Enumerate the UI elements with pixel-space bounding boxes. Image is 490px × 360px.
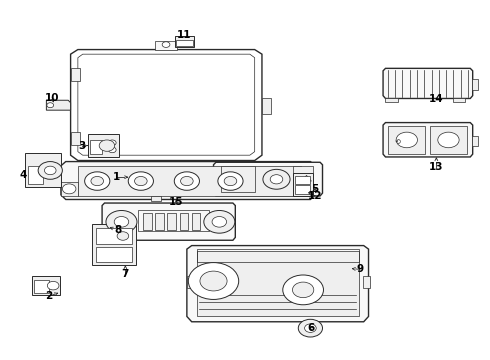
Polygon shape (214, 162, 322, 196)
Polygon shape (102, 203, 235, 240)
Polygon shape (383, 68, 473, 99)
Text: 11: 11 (177, 30, 192, 40)
Text: 2: 2 (45, 291, 52, 301)
Circle shape (396, 132, 417, 148)
Circle shape (212, 216, 226, 227)
Bar (155, 213, 164, 230)
Text: 10: 10 (45, 93, 59, 103)
Circle shape (204, 211, 235, 233)
Bar (472, 136, 478, 146)
Circle shape (108, 147, 116, 153)
Text: 1: 1 (113, 172, 120, 182)
Circle shape (99, 140, 115, 151)
Bar (88, 134, 119, 157)
Text: 6: 6 (308, 323, 315, 333)
Bar (28, 166, 43, 184)
Circle shape (293, 282, 314, 298)
Text: 14: 14 (429, 94, 443, 104)
Circle shape (263, 169, 290, 189)
Circle shape (305, 324, 316, 332)
Circle shape (85, 172, 110, 190)
Bar (138, 210, 209, 231)
Text: 12: 12 (308, 191, 322, 201)
Text: 7: 7 (122, 269, 129, 279)
Circle shape (174, 172, 199, 190)
Circle shape (128, 172, 153, 190)
Bar (294, 166, 313, 196)
Text: 8: 8 (114, 225, 121, 235)
Circle shape (438, 132, 459, 148)
Polygon shape (383, 123, 473, 157)
Circle shape (162, 42, 170, 48)
Bar (294, 173, 313, 196)
Text: 3: 3 (78, 141, 85, 150)
Bar (90, 140, 102, 154)
Circle shape (38, 162, 62, 179)
Bar (71, 68, 80, 81)
Bar (175, 36, 194, 47)
Bar (34, 280, 49, 293)
Circle shape (91, 176, 103, 186)
Bar (221, 166, 255, 192)
Bar (176, 40, 193, 46)
Bar (295, 185, 310, 194)
Bar (430, 126, 467, 154)
Text: 13: 13 (429, 162, 443, 171)
Bar (386, 98, 397, 102)
Bar (363, 276, 370, 288)
Circle shape (135, 176, 147, 186)
Circle shape (108, 140, 116, 145)
Circle shape (45, 166, 56, 175)
Circle shape (114, 216, 129, 227)
Bar (168, 213, 176, 230)
Circle shape (181, 176, 193, 186)
Text: 4: 4 (20, 170, 27, 180)
Text: 15: 15 (169, 197, 183, 207)
Bar (93, 224, 136, 265)
Bar (389, 126, 425, 154)
Polygon shape (47, 100, 71, 110)
Bar (143, 213, 152, 230)
Bar (472, 79, 478, 90)
Bar (155, 41, 177, 50)
Circle shape (106, 211, 137, 233)
Bar (78, 166, 301, 196)
Bar (61, 182, 78, 196)
Text: 5: 5 (312, 184, 319, 194)
Bar (180, 213, 188, 230)
Bar (96, 228, 132, 244)
Circle shape (224, 176, 237, 186)
Bar (196, 249, 359, 261)
Bar (71, 132, 80, 145)
Circle shape (48, 282, 59, 290)
Circle shape (47, 103, 53, 108)
Bar (150, 196, 161, 201)
Text: 9: 9 (356, 264, 364, 274)
Polygon shape (187, 246, 368, 322)
Bar (192, 213, 200, 230)
Circle shape (298, 319, 322, 337)
Bar (295, 176, 310, 184)
Circle shape (200, 271, 227, 291)
Circle shape (188, 262, 239, 300)
Bar (453, 98, 465, 102)
Circle shape (283, 275, 323, 305)
Bar (24, 153, 61, 187)
Circle shape (62, 184, 76, 194)
Polygon shape (71, 50, 262, 161)
Bar (296, 181, 308, 192)
Circle shape (117, 232, 129, 240)
Polygon shape (61, 162, 315, 199)
Circle shape (218, 172, 243, 190)
Bar (262, 99, 270, 114)
Bar (96, 247, 132, 261)
Circle shape (270, 175, 283, 184)
Bar (196, 251, 359, 316)
Text: ⟲: ⟲ (395, 139, 401, 145)
Bar (32, 276, 60, 295)
Bar (187, 276, 194, 288)
